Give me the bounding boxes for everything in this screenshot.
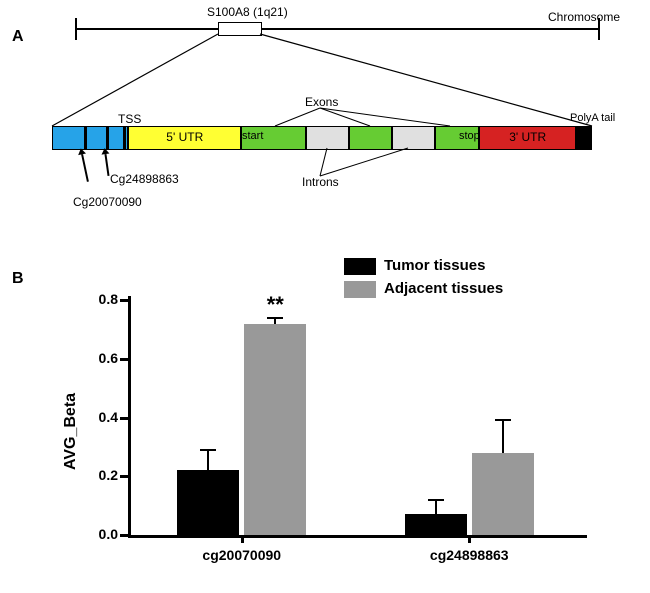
panel-b-label: B xyxy=(12,270,24,288)
y-tick xyxy=(120,417,128,420)
y-tick xyxy=(120,534,128,537)
y-tick xyxy=(120,475,128,478)
y-tick-label: 0.6 xyxy=(78,350,118,366)
y-axis-label: AVG_Beta xyxy=(62,393,80,470)
legend-swatch-adjacent xyxy=(344,281,376,298)
exon-intron-connectors xyxy=(0,0,650,210)
avg-beta-bar-chart xyxy=(128,300,583,535)
bar-cg20070090-tumor xyxy=(177,470,239,535)
legend-label-adjacent: Adjacent tissues xyxy=(384,280,503,297)
cpg-label-cg24898863: Cg24898863 xyxy=(110,172,179,186)
gene-seg-label-utr3: 3' UTR xyxy=(509,130,546,144)
x-axis xyxy=(128,535,587,538)
errorcap-cg24898863-tumor xyxy=(428,499,444,501)
x-tick xyxy=(241,535,244,543)
y-tick-label: 0.4 xyxy=(78,409,118,425)
errorbar-cg24898863-tumor xyxy=(435,500,437,515)
bar-cg24898863-tumor xyxy=(405,514,467,535)
x-tick-label: cg20070090 xyxy=(202,547,281,563)
x-tick xyxy=(468,535,471,543)
errorcap-cg24898863-adjacent xyxy=(495,419,511,421)
cpg-label-cg20070090: Cg20070090 xyxy=(73,195,142,209)
y-tick xyxy=(120,299,128,302)
errorcap-cg20070090-tumor xyxy=(200,449,216,451)
y-tick xyxy=(120,358,128,361)
errorbar-cg24898863-adjacent xyxy=(502,420,504,452)
gene-seg-label-utr5: 5' UTR xyxy=(166,130,203,144)
y-tick-label: 0.0 xyxy=(78,526,118,542)
bar-cg20070090-adjacent xyxy=(244,324,306,536)
significance-cg20070090-adjacent: ** xyxy=(267,292,284,318)
errorbar-cg20070090-tumor xyxy=(207,450,209,471)
legend-label-tumor: Tumor tissues xyxy=(384,257,485,274)
y-tick-label: 0.2 xyxy=(78,467,118,483)
y-tick-label: 0.8 xyxy=(78,291,118,307)
bar-cg24898863-adjacent xyxy=(472,453,534,535)
legend-swatch-tumor xyxy=(344,258,376,275)
x-tick-label: cg24898863 xyxy=(430,547,509,563)
y-axis xyxy=(128,296,131,535)
